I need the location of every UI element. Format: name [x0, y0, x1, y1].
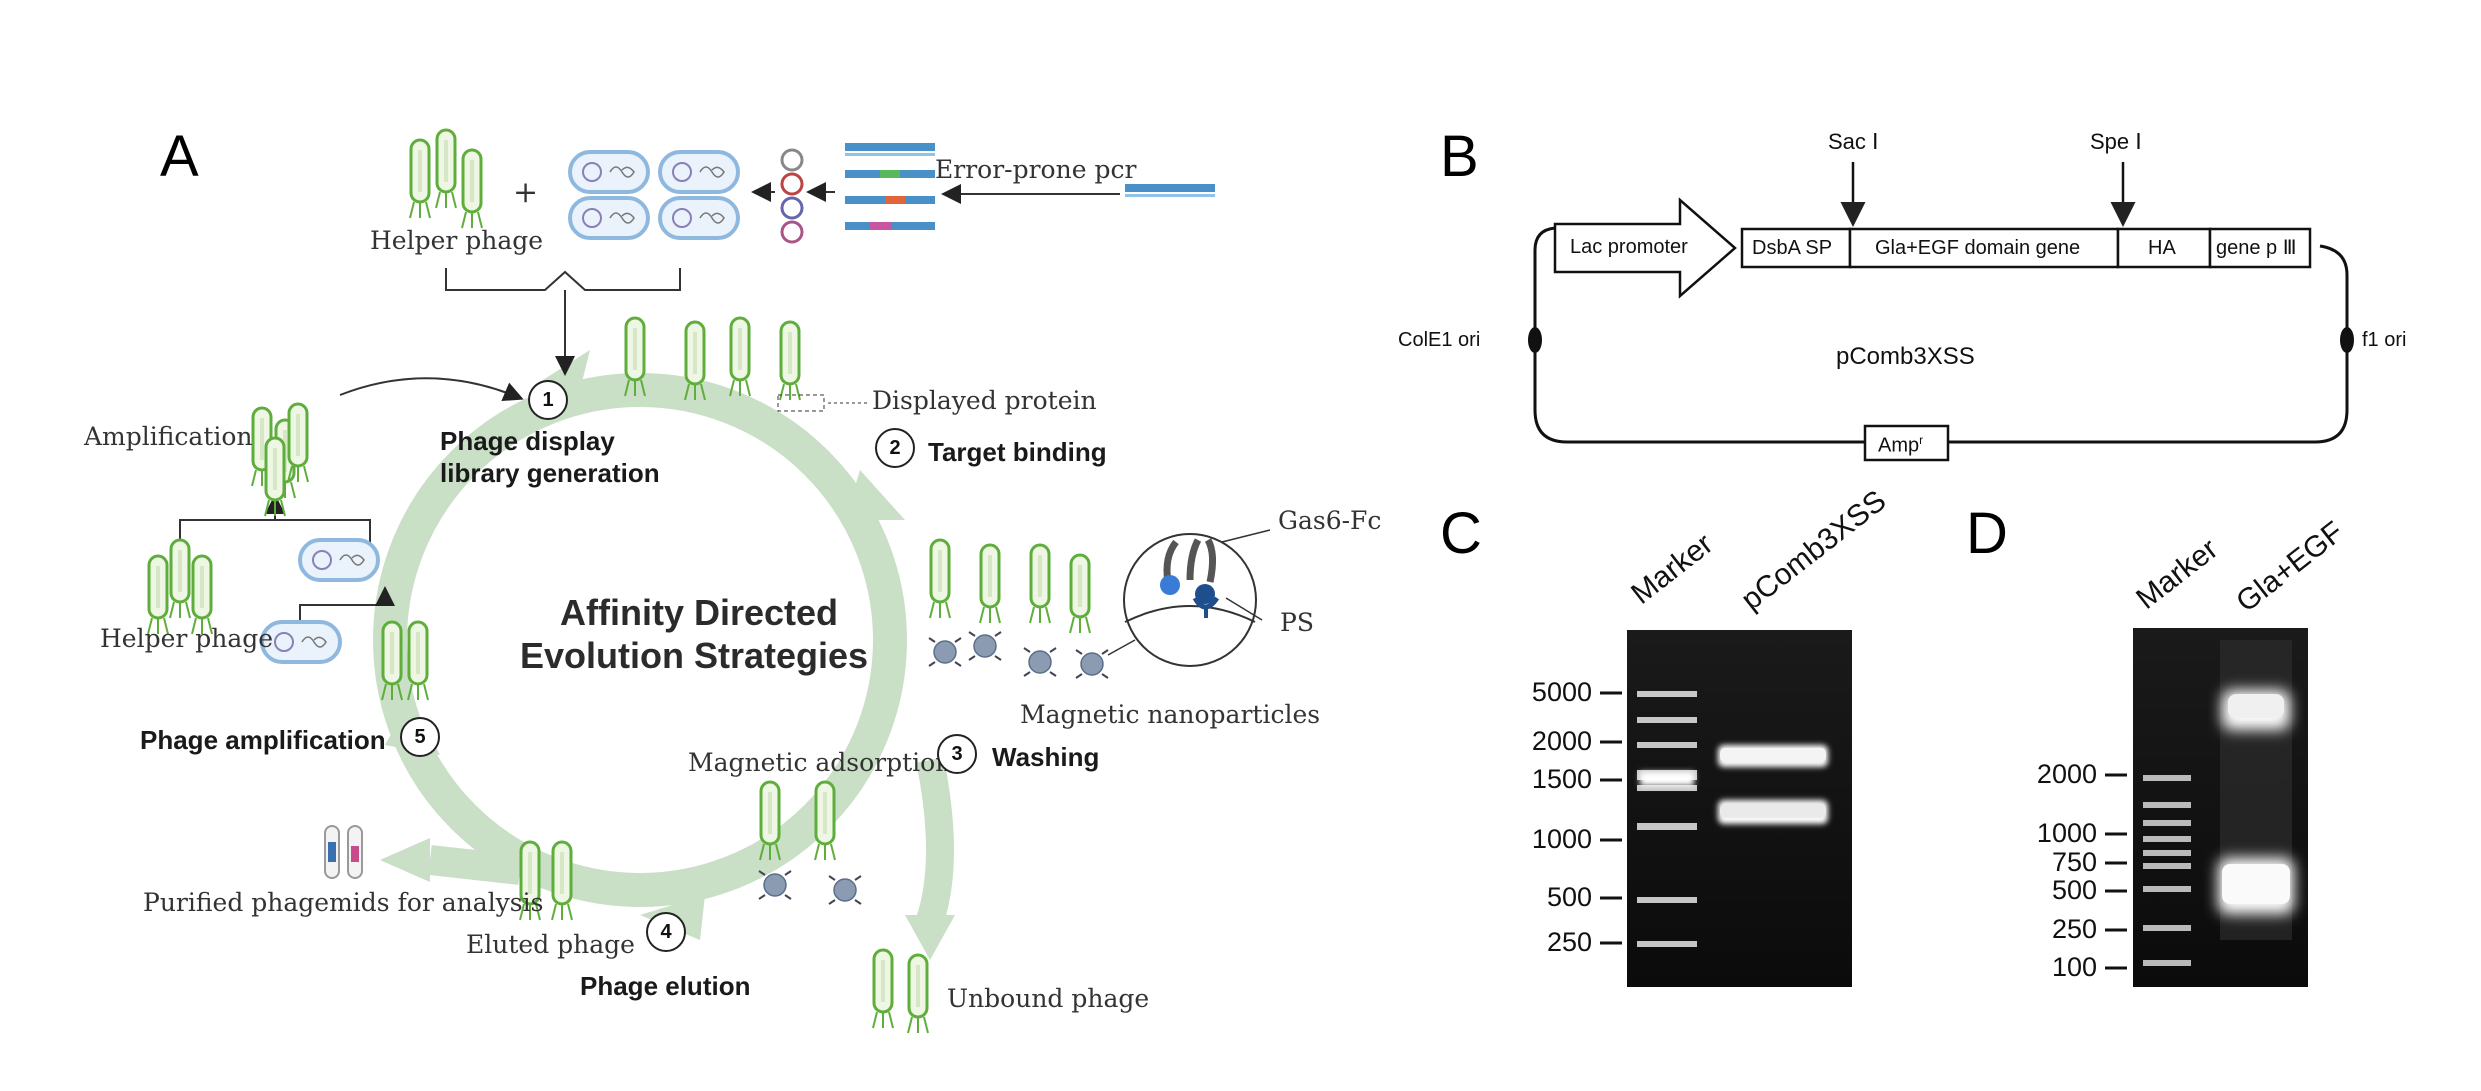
purified-phagemids-icon: [324, 825, 363, 879]
center-title-line1: Affinity Directed: [560, 592, 839, 633]
helper-phage-left-label: Helper phage: [100, 624, 274, 653]
library-phages-icon: [623, 316, 870, 412]
helper-phage-left-icon: [146, 538, 214, 636]
magnetic-adsorption-label: Magnetic adsorption: [688, 748, 952, 777]
displayed-protein-label: Displayed protein: [872, 386, 1097, 415]
gel-c-ladder-2000: 2000: [1531, 726, 1592, 756]
gel-d-ladder-250: 250: [2051, 914, 2097, 944]
gel-c-ladder-250: 250: [1546, 927, 1592, 957]
lac-promoter-label: Lac promoter: [1570, 236, 1688, 258]
amplification-phages-icon: [250, 402, 310, 518]
ps-label: PS: [1280, 608, 1314, 637]
error-prone-pcr-label: Error-prone pcr: [935, 155, 1137, 184]
step-5-title: Phage amplification: [140, 725, 386, 755]
dsba-sp-label: DsbA SP: [1752, 237, 1833, 259]
panel-c-letter: C: [1440, 501, 1482, 566]
f1-ori-label: f1 ori: [2362, 329, 2407, 351]
gel-c-ladder-5000: 5000: [1531, 677, 1592, 707]
cole1-ori-label: ColE1 ori: [1398, 329, 1481, 351]
step-2-title: Target binding: [928, 437, 1107, 467]
step-1-title-line2: library generation: [440, 458, 660, 488]
amp-resistance-label: Ampr: [1878, 433, 1924, 457]
gel-d-ladder-100: 100: [2051, 952, 2097, 982]
step-4-badge: 4: [646, 912, 686, 952]
purified-phagemids-label: Purified phagemids for analysis: [143, 888, 544, 917]
step-3-title: Washing: [992, 742, 1100, 772]
gel-d-ladder-750: 750: [2051, 847, 2097, 877]
bacteria-cells-top-icon: [568, 150, 740, 240]
plus-sign: +: [513, 175, 539, 210]
panel-b-letter: B: [1440, 124, 1479, 189]
ha-label: HA: [2148, 237, 2176, 259]
gas6-fc-label: Gas6-Fc: [1278, 506, 1382, 535]
plasmid-icons: [780, 148, 804, 244]
step-5-badge: 5: [400, 717, 440, 757]
panel-d-letter: D: [1966, 501, 2008, 566]
step-4-title: Phage elution: [580, 971, 751, 1001]
gel-c-ladder-500: 500: [1546, 882, 1592, 912]
unbound-phage-label: Unbound phage: [947, 984, 1150, 1013]
plasmid-map: [1528, 162, 2354, 462]
bound-phages-icon: [928, 538, 1109, 679]
gel-d-ladder-2000: 2000: [2036, 759, 2097, 789]
gas6-ps-inset-icon: [1107, 529, 1271, 667]
gel-c-ladder-1000: 1000: [1531, 824, 1592, 854]
plasmid-name-label: pComb3XSS: [1836, 343, 1975, 370]
helper-phage-top-label: Helper phage: [370, 226, 544, 255]
spe-i-label: Spe Ⅰ: [2090, 129, 2142, 154]
unbound-phage-icon: [871, 948, 930, 1035]
gel-c-ladder-1500: 1500: [1531, 764, 1592, 794]
amplification-label: Amplification: [84, 422, 253, 451]
magnetic-nanoparticles-label: Magnetic nanoparticles: [1020, 700, 1321, 729]
library-input-arrows: [179, 182, 1120, 622]
gel-d-ladder-1000: 1000: [2036, 818, 2097, 848]
gel-c: [1600, 630, 1852, 987]
dna-library-icon: [845, 143, 1215, 230]
step-1-title-line1: Phage display: [440, 426, 615, 456]
eluted-phage-label: Eluted phage: [466, 930, 635, 959]
gla-egf-gene-label: Gla+EGF domain gene: [1875, 237, 2081, 259]
gene-p-iii-label: gene p Ⅲ: [2216, 237, 2297, 259]
step-2-badge: 2: [875, 428, 915, 468]
step-3-badge: 3: [937, 734, 977, 774]
panel-a-letter: A: [160, 124, 199, 189]
center-title-line2: Evolution Strategies: [520, 635, 869, 676]
helper-phage-top-icon: [408, 128, 484, 230]
step-1-badge: 1: [528, 380, 568, 420]
gel-d: [2105, 628, 2308, 987]
gel-d-ladder-500: 500: [2051, 875, 2097, 905]
sac-i-label: Sac Ⅰ: [1828, 129, 1879, 154]
